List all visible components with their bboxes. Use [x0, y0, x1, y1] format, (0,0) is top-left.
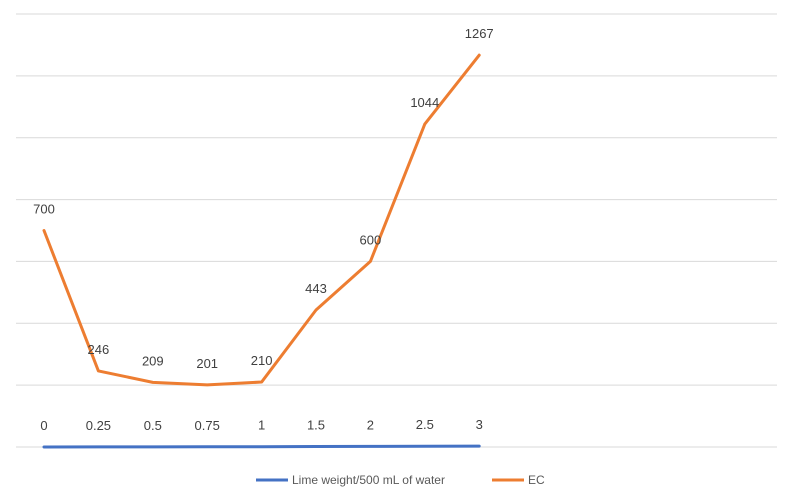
data-label: 0.75 — [195, 418, 220, 433]
data-label: 2.5 — [416, 417, 434, 432]
data-label: 201 — [196, 356, 218, 371]
data-label: 1 — [258, 418, 265, 433]
data-label: 210 — [251, 353, 273, 368]
series-layer — [42, 53, 481, 449]
data-label: 600 — [360, 232, 382, 247]
legend-label-lime-weight: Lime weight/500 mL of water — [292, 473, 445, 487]
data-label: 1.5 — [307, 418, 325, 433]
data-label: 1044 — [410, 95, 439, 110]
data-label: 700 — [33, 202, 55, 217]
data-label: 3 — [476, 417, 483, 432]
data-labels: 0 0.25 0.5 0.75 1 1.5 2 2.5 3 700 246 209 201 210 443 6… — [33, 26, 494, 433]
data-label: 0 — [40, 418, 47, 433]
legend-label-ec: EC — [528, 473, 545, 487]
data-label: 0.25 — [86, 418, 111, 433]
data-label: 246 — [88, 342, 110, 357]
data-label: 209 — [142, 353, 164, 368]
data-label: 2 — [367, 417, 374, 432]
gridlines — [16, 13, 777, 448]
legend-item-ec: EC — [492, 473, 545, 487]
legend: Lime weight/500 mL of water EC — [256, 473, 545, 487]
series-line-lime-weight — [42, 444, 481, 449]
legend-item-lime-weight: Lime weight/500 mL of water — [256, 473, 445, 487]
data-label: 1267 — [465, 26, 494, 41]
data-label: 0.5 — [144, 418, 162, 433]
data-label: 443 — [305, 281, 327, 296]
